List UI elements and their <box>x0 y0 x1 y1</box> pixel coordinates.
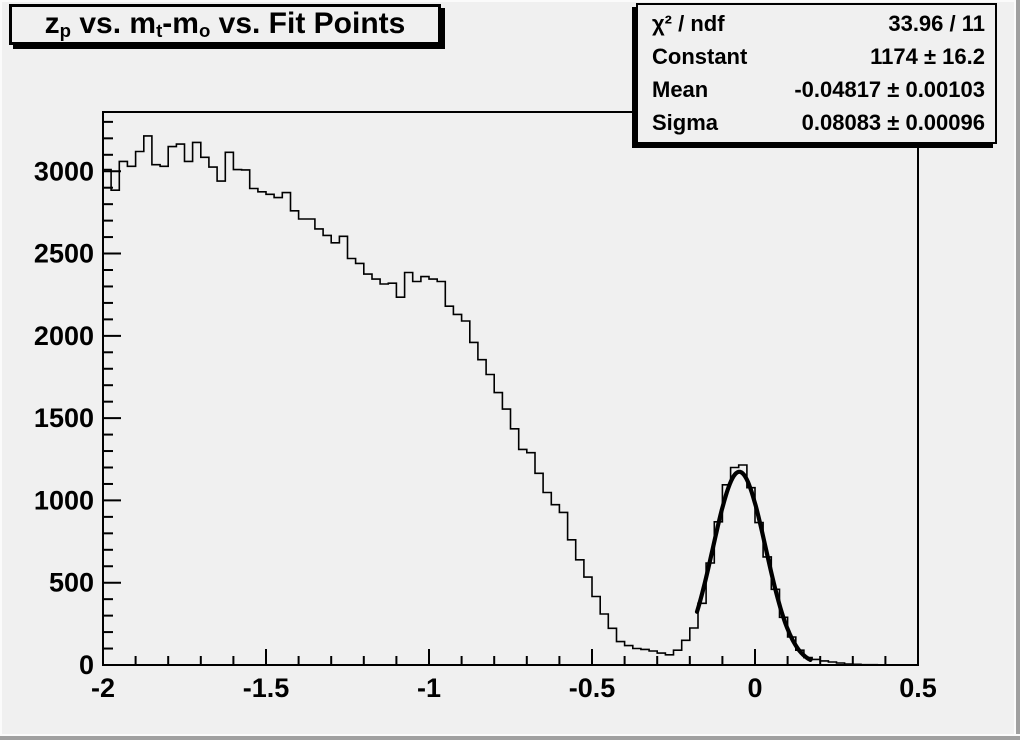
title-subscript: t <box>156 20 163 42</box>
y-axis-tick-label: 2500 <box>34 239 94 269</box>
stats-label: χ² / ndf <box>652 10 725 36</box>
plot-frame <box>102 111 919 666</box>
y-axis-tick-label: 500 <box>49 568 94 598</box>
stats-label: Mean <box>652 77 709 103</box>
x-axis-tick-label: 0.5 <box>899 673 937 703</box>
stats-pave: χ² / ndf 33.96 / 11 Constant 1174 ± 16.2… <box>636 3 997 144</box>
canvas-bevel-right <box>1016 0 1020 740</box>
histogram-line <box>103 135 918 666</box>
title-subscript: o <box>198 20 211 42</box>
title-subscript: p <box>59 20 72 42</box>
title-text-part: vs. m <box>71 7 157 40</box>
title-text-part: z <box>44 7 60 40</box>
title-text-part: vs. Fit Points <box>210 7 406 40</box>
x-axis-tick-label: -2 <box>91 673 115 703</box>
stats-label: Constant <box>652 43 748 69</box>
stats-value: -0.04817 ± 0.00103 <box>794 77 985 103</box>
x-axis-tick-label: -0.5 <box>569 673 616 703</box>
fit-curve <box>694 469 813 662</box>
stats-row-constant: Constant 1174 ± 16.2 <box>638 41 995 73</box>
stats-label: Sigma <box>652 110 719 136</box>
stats-value: 0.08083 ± 0.00096 <box>801 110 985 136</box>
y-axis-tick-label: 2000 <box>34 321 94 351</box>
canvas-bevel-top <box>0 0 1020 2</box>
x-axis-tick-label: -1 <box>417 673 441 703</box>
canvas-bevel-left <box>0 0 2 740</box>
y-axis-tick-label: 0 <box>79 650 94 680</box>
stats-row-mean: Mean -0.04817 ± 0.00103 <box>638 74 995 106</box>
y-axis-tick-label: 3000 <box>34 156 94 186</box>
stats-row-sigma: Sigma 0.08083 ± 0.00096 <box>638 107 995 139</box>
y-axis-tick-label: 1000 <box>34 485 94 515</box>
title-pave: zp vs. mt-mo vs. Fit Points <box>9 4 441 45</box>
y-axis-tick-label: 1500 <box>34 403 94 433</box>
x-axis-tick-label: 0 <box>747 673 762 703</box>
x-axis-tick-label: -1.5 <box>243 673 290 703</box>
stats-value: 1174 ± 16.2 <box>870 43 985 69</box>
canvas-bevel-bottom <box>0 736 1020 740</box>
stats-row-chi2: χ² / ndf 33.96 / 11 <box>638 8 995 40</box>
stats-value: 33.96 / 11 <box>888 10 985 36</box>
title-text-part: -m <box>162 7 199 40</box>
